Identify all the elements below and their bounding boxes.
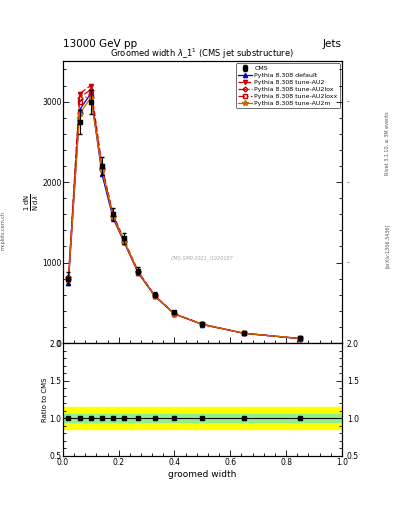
Pythia 8.308 tune-AU2 [136,268,141,274]
Pythia 8.308 default [88,91,93,97]
Pythia 8.308 tune-AU2 [152,292,157,298]
Text: [arXiv:1306.3436]: [arXiv:1306.3436] [385,224,389,268]
Pythia 8.308 tune-AU2 [99,163,104,169]
Line: Pythia 8.308 tune-AU2: Pythia 8.308 tune-AU2 [66,83,302,340]
Pythia 8.308 tune-AU2 [242,330,247,336]
Pythia 8.308 tune-AU2lox [152,293,157,299]
Pythia 8.308 tune-AU2loxx [99,166,104,173]
Pythia 8.308 tune-AU2 [200,321,205,327]
Text: mcplots.cern.ch: mcplots.cern.ch [1,211,6,250]
Pythia 8.308 tune-AU2lox [298,335,303,342]
Pythia 8.308 tune-AU2loxx [88,91,93,97]
Pythia 8.308 tune-AU2m [77,111,82,117]
Line: Pythia 8.308 tune-AU2lox: Pythia 8.308 tune-AU2lox [67,88,302,340]
Y-axis label: Ratio to CMS: Ratio to CMS [42,377,48,421]
Pythia 8.308 tune-AU2lox [66,274,71,280]
Pythia 8.308 default [152,293,157,300]
Pythia 8.308 default [77,106,82,113]
Text: 13000 GeV pp: 13000 GeV pp [63,38,137,49]
Pythia 8.308 tune-AU2lox [200,322,205,328]
Pythia 8.308 tune-AU2m [242,330,247,336]
Pythia 8.308 tune-AU2 [88,82,93,89]
Pythia 8.308 tune-AU2 [172,311,177,317]
Pythia 8.308 tune-AU2m [200,322,205,328]
Pythia 8.308 tune-AU2 [111,211,116,218]
Text: Jets: Jets [323,38,342,49]
Pythia 8.308 tune-AU2loxx [136,269,141,275]
Legend: CMS, Pythia 8.308 default, Pythia 8.308 tune-AU2, Pythia 8.308 tune-AU2lox, Pyth: CMS, Pythia 8.308 default, Pythia 8.308 … [235,63,340,109]
Pythia 8.308 default [136,270,141,276]
Pythia 8.308 tune-AU2loxx [111,214,116,220]
Pythia 8.308 tune-AU2m [298,335,303,342]
Line: Pythia 8.308 tune-AU2loxx: Pythia 8.308 tune-AU2loxx [67,92,302,340]
Pythia 8.308 tune-AU2m [99,167,104,173]
Pythia 8.308 tune-AU2 [66,275,71,282]
X-axis label: groomed width: groomed width [168,470,237,479]
Pythia 8.308 default [200,322,205,328]
Pythia 8.308 tune-AU2 [77,91,82,97]
Pythia 8.308 tune-AU2loxx [122,240,127,246]
Pythia 8.308 default [298,335,303,342]
Pythia 8.308 tune-AU2lox [99,164,104,170]
Pythia 8.308 tune-AU2lox [122,239,127,245]
Pythia 8.308 tune-AU2lox [136,269,141,275]
Pythia 8.308 tune-AU2m [152,293,157,299]
Pythia 8.308 tune-AU2loxx [66,275,71,281]
Pythia 8.308 default [122,240,127,246]
Pythia 8.308 tune-AU2m [172,311,177,317]
Pythia 8.308 tune-AU2loxx [298,335,303,342]
Pythia 8.308 tune-AU2loxx [200,322,205,328]
Pythia 8.308 tune-AU2 [122,237,127,243]
Pythia 8.308 default [111,215,116,221]
Pythia 8.308 tune-AU2m [88,95,93,101]
Pythia 8.308 tune-AU2loxx [172,311,177,317]
Text: CMS-SMP-2021_I1920187: CMS-SMP-2021_I1920187 [171,255,234,262]
Pythia 8.308 tune-AU2m [66,277,71,283]
Pythia 8.308 tune-AU2lox [172,311,177,317]
Pythia 8.308 tune-AU2m [122,239,127,245]
Line: Pythia 8.308 tune-AU2m: Pythia 8.308 tune-AU2m [66,95,303,341]
Pythia 8.308 tune-AU2 [298,335,303,342]
Pythia 8.308 default [172,311,177,317]
Title: Groomed width $\lambda\_1^1$ (CMS jet substructure): Groomed width $\lambda\_1^1$ (CMS jet su… [110,47,294,61]
Pythia 8.308 tune-AU2lox [242,330,247,336]
Pythia 8.308 tune-AU2loxx [152,293,157,300]
Pythia 8.308 tune-AU2lox [77,95,82,101]
Pythia 8.308 tune-AU2loxx [242,330,247,336]
Pythia 8.308 default [66,280,71,286]
Line: Pythia 8.308 default: Pythia 8.308 default [66,92,302,340]
Pythia 8.308 tune-AU2loxx [77,99,82,105]
Pythia 8.308 tune-AU2m [111,214,116,220]
Y-axis label: $\frac{1}{\mathrm{N}}\frac{\mathrm{d}\mathrm{N}}{\mathrm{d}\,\lambda}$: $\frac{1}{\mathrm{N}}\frac{\mathrm{d}\ma… [22,194,40,211]
Pythia 8.308 default [99,171,104,177]
Text: Rivet 3.1.10, ≥ 3M events: Rivet 3.1.10, ≥ 3M events [385,112,389,175]
Pythia 8.308 tune-AU2m [136,269,141,275]
Pythia 8.308 tune-AU2lox [111,213,116,219]
Pythia 8.308 default [242,330,247,336]
Pythia 8.308 tune-AU2lox [88,87,93,93]
